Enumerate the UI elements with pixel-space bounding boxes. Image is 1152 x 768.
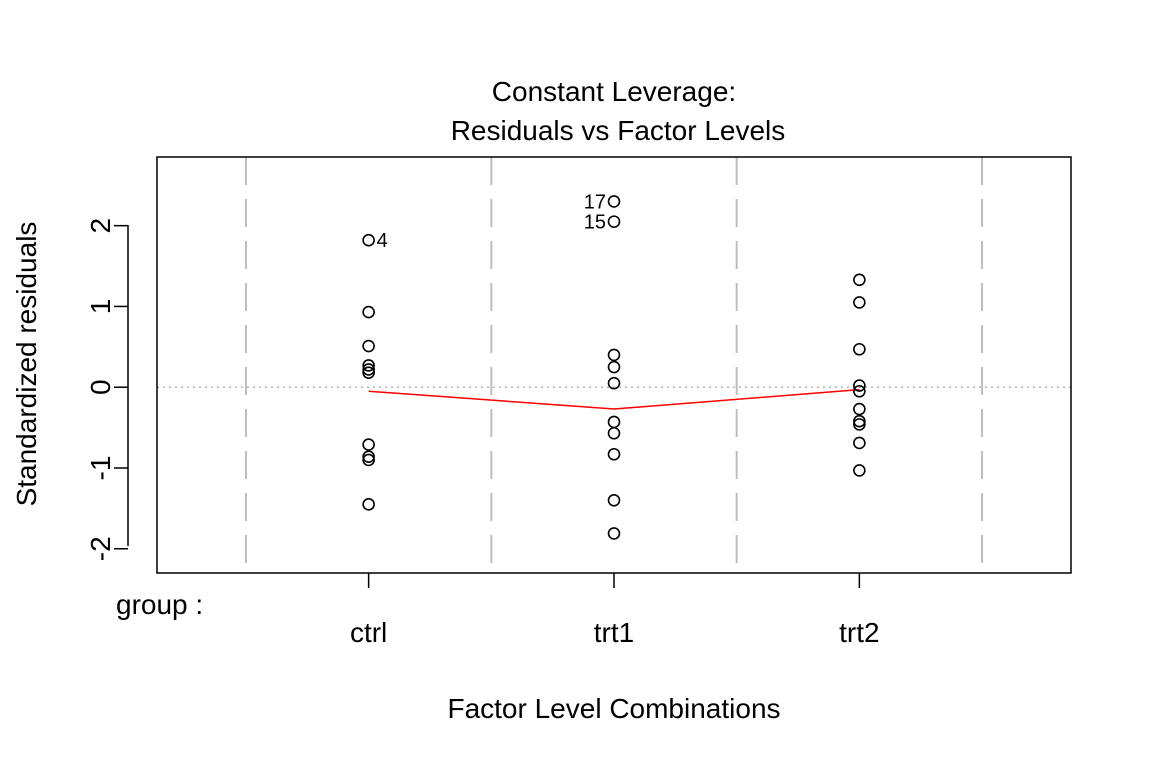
residual-point: [607, 447, 621, 461]
x-tick-label-trt2: trt2: [839, 617, 879, 648]
residual-point: [362, 498, 375, 511]
smooth-trend-line: [368, 388, 860, 410]
y-tick-label: 1: [85, 299, 116, 315]
x-axis-label: Factor Level Combinations: [447, 693, 780, 724]
factor-name-label: group :: [116, 589, 203, 620]
residual-point: [362, 233, 375, 247]
residual-point: [607, 376, 621, 390]
residual-point: [607, 348, 621, 362]
y-axis: -2 -1 0 1 2: [85, 218, 129, 561]
residual-point: [853, 384, 866, 398]
residual-point: [853, 402, 866, 416]
group-separator-lines: [244, 157, 984, 573]
y-tick-label: -2: [85, 536, 116, 561]
residual-point: [362, 359, 375, 372]
point-label: 15: [584, 212, 606, 234]
residual-point: [853, 342, 866, 356]
y-tick-label: 2: [85, 218, 116, 234]
point-label: 4: [377, 230, 388, 252]
residual-point: [607, 494, 621, 507]
plot-frame: [156, 156, 1072, 574]
residual-point: [607, 215, 621, 228]
residual-point: [362, 363, 375, 376]
residual-point: [853, 418, 866, 431]
residual-point: [607, 195, 621, 208]
chart-title-line-1: Constant Leverage:: [492, 76, 736, 107]
smooth-trend-line-group: [368, 388, 860, 410]
y-axis-label: Standardized residuals: [11, 222, 42, 507]
y-tick-label: -1: [85, 456, 116, 481]
residual-point: [607, 415, 621, 429]
residual-point: [853, 464, 866, 477]
residual-point: [362, 450, 375, 463]
residual-point: [362, 366, 375, 379]
residual-point: [607, 360, 621, 374]
y-tick-label: 0: [85, 379, 116, 395]
residual-point: [362, 453, 375, 467]
residual-point: [607, 426, 621, 440]
residual-point: [362, 305, 375, 319]
residual-point: [362, 438, 375, 451]
residual-point: [853, 273, 866, 287]
residual-point: [853, 296, 866, 309]
residual-points: [362, 195, 866, 540]
residual-point: [853, 414, 866, 428]
x-tick-label-trt1: trt1: [594, 617, 634, 648]
residual-point: [607, 527, 621, 540]
residual-point: [853, 379, 866, 392]
point-label: 17: [584, 191, 606, 213]
chart-title-line-2: Residuals vs Factor Levels: [451, 115, 786, 146]
residual-point: [853, 436, 866, 450]
x-axis: ctrl trt1 trt2: [350, 573, 880, 648]
residual-point: [362, 339, 375, 353]
x-tick-label-ctrl: ctrl: [350, 617, 387, 648]
